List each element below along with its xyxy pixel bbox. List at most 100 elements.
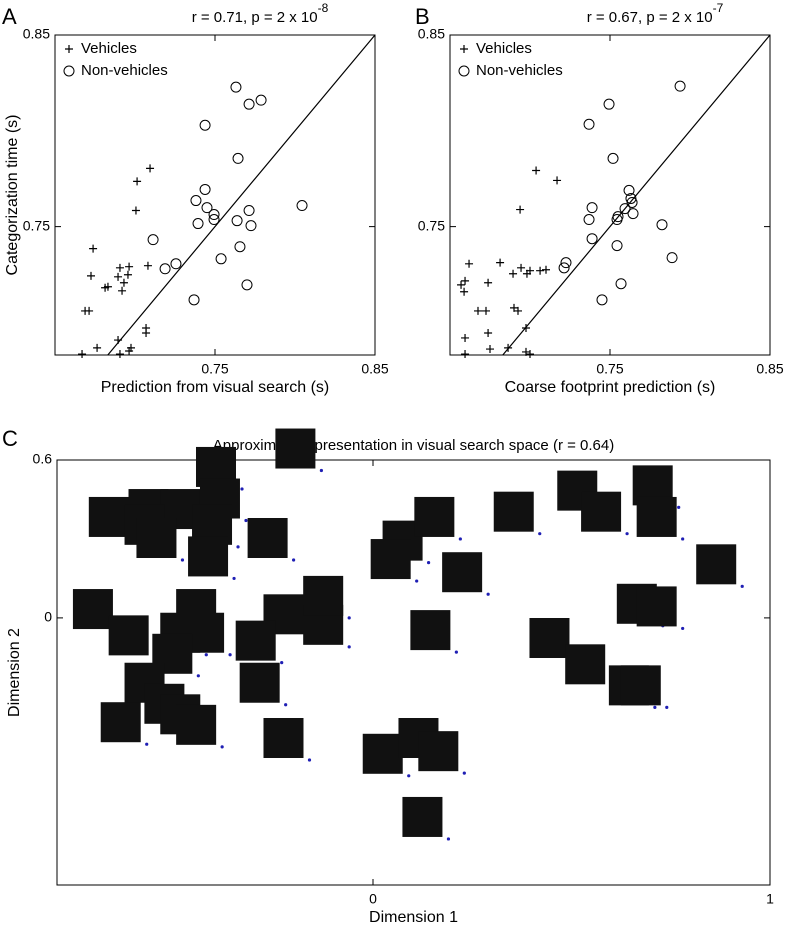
point-circle <box>603 98 615 110</box>
thumbnail <box>176 704 217 745</box>
point-circle <box>199 119 211 131</box>
point-plus <box>143 261 152 270</box>
thumbnail <box>414 496 455 537</box>
point-circle <box>458 65 470 77</box>
point-circle <box>666 252 678 264</box>
panel-title: r = 0.71, p = 2 x 10-8 <box>192 1 329 26</box>
thumbnail <box>136 518 177 558</box>
point-plus <box>87 271 95 280</box>
thumbnail <box>188 536 229 577</box>
point-dot <box>307 758 312 762</box>
point-dot <box>625 532 629 536</box>
identity-line <box>107 34 376 356</box>
point-plus <box>457 280 466 289</box>
point-plus <box>522 269 531 278</box>
point-plus <box>93 343 102 352</box>
point-circle <box>231 215 243 227</box>
point-dot <box>665 705 669 709</box>
panel-label: B <box>415 4 430 29</box>
point-circle <box>243 98 255 110</box>
point-dot <box>236 545 240 549</box>
point-plus <box>509 269 518 278</box>
y-tick-label: 0.6 <box>33 451 53 467</box>
point-circle <box>234 241 246 253</box>
y-tick-label: 0.75 <box>418 217 445 233</box>
point-dot <box>145 742 149 746</box>
point-circle <box>159 263 171 275</box>
point-circle <box>627 208 639 220</box>
point-dot <box>284 703 288 707</box>
point-circle <box>583 118 595 130</box>
point-circle <box>208 209 220 221</box>
point-dot <box>347 645 351 649</box>
point-plus <box>536 266 545 275</box>
point-circle <box>232 152 244 164</box>
thumbnail <box>303 575 344 616</box>
x-axis-label: Dimension 1 <box>369 909 458 926</box>
point-circle <box>626 196 638 208</box>
point-plus <box>65 45 73 53</box>
thumbnail <box>442 552 483 593</box>
point-circle <box>230 81 242 93</box>
thumbnail <box>100 702 141 743</box>
plot-frame <box>449 34 771 356</box>
identity-line <box>502 34 771 356</box>
title-exponent: -7 <box>713 1 724 15</box>
thumbnail <box>418 731 459 772</box>
thumbnail <box>235 620 276 661</box>
title-text: r = 0.71, p = 2 x 10 <box>192 9 318 26</box>
point-dot <box>180 558 185 562</box>
point-dot <box>220 745 224 749</box>
point-plus <box>85 306 94 315</box>
point-circle <box>147 234 159 246</box>
point-dot <box>280 661 284 665</box>
thumbnail <box>565 644 606 685</box>
point-circle <box>255 94 267 106</box>
plot-frame <box>54 34 376 356</box>
point-circle <box>656 219 668 231</box>
point-circle <box>623 184 635 196</box>
x-axis-label: Prediction from visual search (s) <box>101 379 330 396</box>
x-tick-label: 0.85 <box>756 361 783 377</box>
point-plus <box>517 263 526 272</box>
point-circle <box>201 202 213 214</box>
x-tick-label: 0.75 <box>596 361 623 377</box>
point-circle <box>208 214 220 226</box>
thumbnail <box>636 586 677 627</box>
point-circle <box>607 152 619 164</box>
point-dot <box>486 592 490 596</box>
point-dot <box>292 558 296 562</box>
point-plus <box>526 350 534 359</box>
point-circle <box>558 262 570 274</box>
point-circle <box>192 218 204 230</box>
point-plus <box>123 270 132 279</box>
point-dot <box>426 561 431 565</box>
panel-label: A <box>2 4 17 29</box>
title-exponent: -8 <box>318 1 329 15</box>
point-dot <box>228 653 232 657</box>
legend-label: Non-vehicles <box>81 62 168 79</box>
point-plus <box>131 206 140 215</box>
thumbnail <box>636 496 677 537</box>
y-tick-label: 0.85 <box>418 26 445 42</box>
plot-frame <box>56 459 771 886</box>
thumbnail <box>493 491 534 532</box>
point-plus <box>133 177 142 186</box>
point-circle <box>243 205 255 217</box>
y-axis-label: Categorization time (s) <box>4 115 21 276</box>
point-dot <box>240 487 244 491</box>
point-plus <box>496 258 505 267</box>
point-circle <box>619 203 631 215</box>
thumbnail <box>529 618 570 658</box>
point-plus <box>522 323 530 332</box>
point-plus <box>460 45 468 53</box>
point-plus <box>516 205 525 214</box>
thumbnail <box>402 796 443 837</box>
thumbnail <box>108 615 149 656</box>
point-circle <box>560 257 572 269</box>
legend-label: Non-vehicles <box>476 62 563 79</box>
panel-title: Approximate representation in visual sea… <box>213 437 614 454</box>
thumbnail <box>263 718 304 758</box>
y-axis-label: Dimension 2 <box>6 628 23 717</box>
point-circle <box>215 253 227 265</box>
